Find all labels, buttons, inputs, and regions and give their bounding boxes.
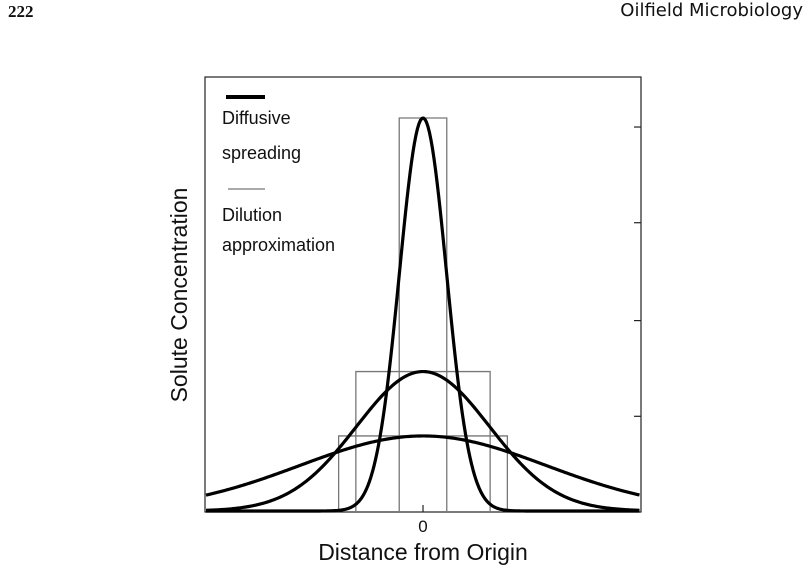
dilution-rect-3: [398, 117, 448, 511]
legend-label-1-line-1: approximation: [222, 235, 335, 255]
x-tick-label-0: 0: [418, 517, 427, 536]
legend: Diffusive spreading Dilution approximation: [222, 95, 335, 255]
diffusive-curve-0: [205, 116, 640, 513]
legend-label-0-line-0: Diffusive: [222, 108, 291, 128]
diffusive-curve-2: [205, 434, 640, 497]
dilution-rect-5: [337, 435, 509, 511]
y-axis-label: Solute Concentration: [166, 188, 192, 403]
legend-label-1-line-0: Dilution: [222, 205, 282, 225]
dilution-approximation-lines: [337, 117, 509, 511]
legend-label-0-line-1: spreading: [222, 143, 301, 163]
diffusive-curve-1: [205, 369, 640, 512]
tick-marks: [422, 126, 641, 512]
diffusive-spreading-lines: [205, 116, 640, 513]
page-number: 222: [8, 2, 34, 21]
x-axis-label: Distance from Origin: [318, 539, 528, 565]
running-head-title: Oilfield Microbiology: [620, 0, 803, 21]
